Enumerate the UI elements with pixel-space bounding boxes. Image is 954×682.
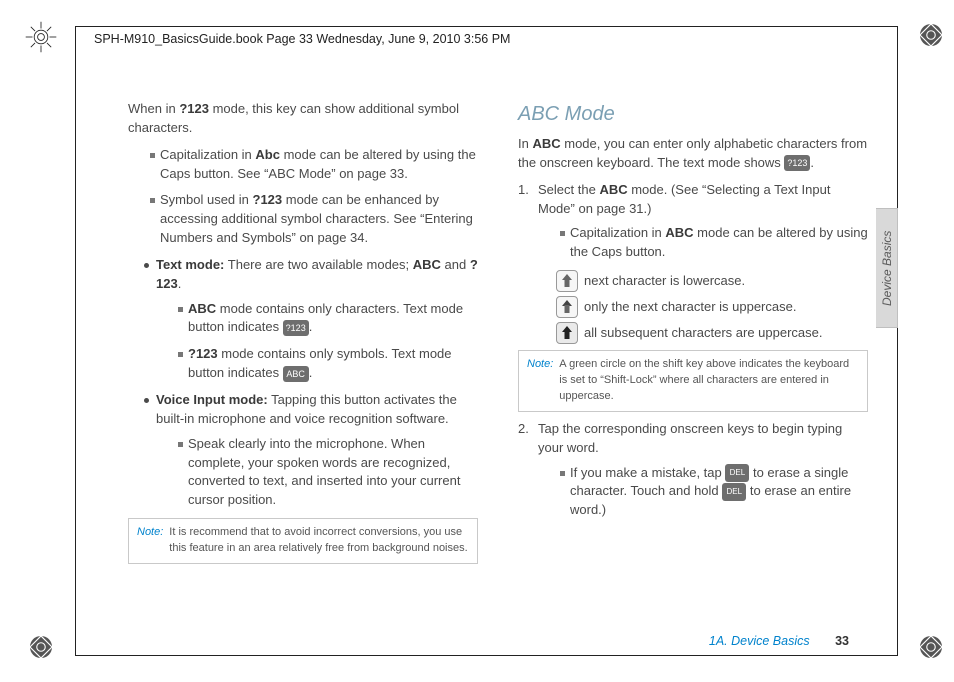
shift-row: next character is lowercase. xyxy=(538,270,868,292)
delete-key-icon xyxy=(722,483,746,501)
crop-bottom xyxy=(75,655,898,656)
side-tab: Device Basics xyxy=(876,208,898,328)
bullet-item: Text mode: There are two available modes… xyxy=(144,256,478,383)
crop-left xyxy=(75,26,76,656)
note-label: Note: xyxy=(527,357,553,405)
left-column: When in ?123 mode, this key can show add… xyxy=(128,100,478,622)
sub-item: Symbol used in ?123 mode can be enhanced… xyxy=(150,191,478,248)
sub-item: ?123 mode contains only symbols. Text mo… xyxy=(178,345,478,383)
shift-row: only the next character is uppercase. xyxy=(538,296,868,318)
note-box: Note: It is recommend that to avoid inco… xyxy=(128,518,478,564)
section-heading: ABC Mode xyxy=(518,100,868,129)
right-column: ABC Mode In ABC mode, you can enter only… xyxy=(518,100,868,622)
abc-intro: In ABC mode, you can enter only alphabet… xyxy=(518,135,868,173)
page-footer: 1A. Device Basics 33 xyxy=(709,634,849,648)
shift-lock-icon xyxy=(556,322,578,344)
shift-uppercase-icon xyxy=(556,296,578,318)
crop-top xyxy=(75,26,898,27)
sub-item: If you make a mistake, tap to erase a si… xyxy=(560,464,868,521)
page-body: When in ?123 mode, this key can show add… xyxy=(128,100,874,622)
ornament-top-right-icon xyxy=(914,18,948,52)
ornament-bottom-left-icon xyxy=(24,630,58,664)
sub-item: Speak clearly into the microphone. When … xyxy=(178,435,478,510)
bullet-item: Voice Input mode: Tapping this button ac… xyxy=(144,391,478,510)
note-label: Note: xyxy=(137,525,163,557)
footer-section: 1A. Device Basics xyxy=(709,634,810,648)
sub-item: Capitalization in Abc mode can be altere… xyxy=(150,146,478,184)
footer-page-number: 33 xyxy=(835,634,849,648)
step-item: Tap the corresponding onscreen keys to b… xyxy=(518,420,868,520)
note-text: A green circle on the shift key above in… xyxy=(559,357,859,405)
crop-right xyxy=(897,26,898,656)
note-text: It is recommend that to avoid incorrect … xyxy=(169,525,469,557)
sub-item: ABC mode contains only characters. Text … xyxy=(178,300,478,338)
page-header: SPH-M910_BasicsGuide.book Page 33 Wednes… xyxy=(94,30,880,48)
intro-text: When in ?123 mode, this key can show add… xyxy=(128,100,478,138)
step-item: Select the ABC mode. (See “Selecting a T… xyxy=(518,181,868,412)
shift-lowercase-icon xyxy=(556,270,578,292)
abc-key-icon: ABC xyxy=(283,366,309,382)
q123-key-icon: ?123 xyxy=(283,320,309,336)
sub-item: Capitalization in ABC mode can be altere… xyxy=(560,224,868,262)
ornament-top-left-icon xyxy=(24,20,58,54)
note-box: Note: A green circle on the shift key ab… xyxy=(518,350,868,412)
shift-row: all subsequent characters are uppercase. xyxy=(538,322,868,344)
delete-key-icon xyxy=(725,464,749,482)
ornament-bottom-right-icon xyxy=(914,630,948,664)
q123-key-icon: ?123 xyxy=(784,155,810,171)
